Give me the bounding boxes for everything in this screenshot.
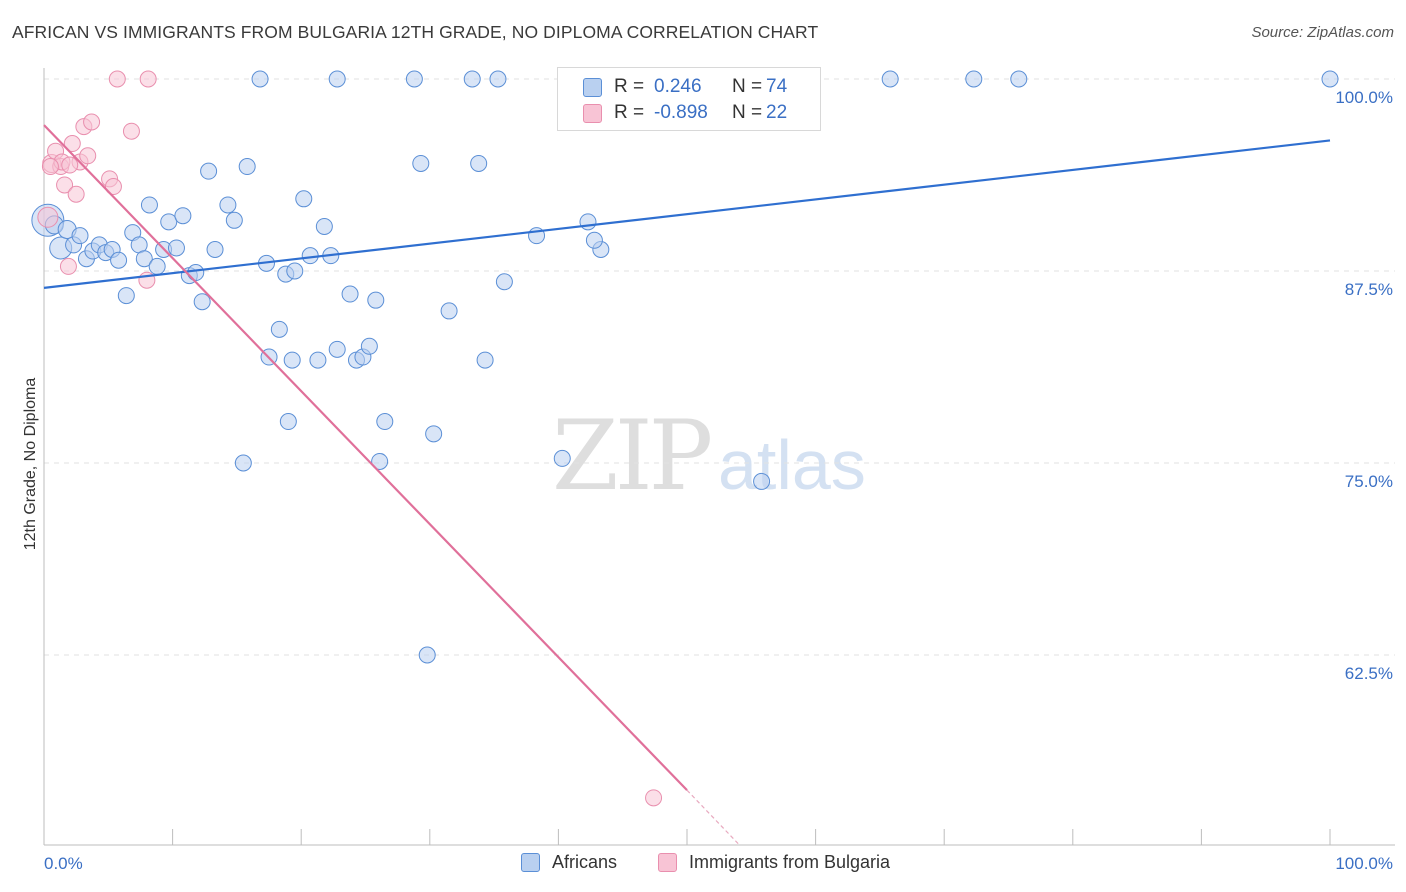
legend-r-value-bulgaria: -0.898 xyxy=(654,102,708,123)
point-africans xyxy=(753,472,771,490)
legend-swatch-africans xyxy=(583,77,602,97)
point-bulgaria xyxy=(104,178,122,196)
point-bulgaria xyxy=(63,135,81,153)
trend-line-bulgaria-extension xyxy=(686,789,739,845)
point-africans xyxy=(225,211,243,229)
point-africans xyxy=(341,285,359,303)
point-africans xyxy=(167,239,185,257)
point-africans xyxy=(206,240,224,258)
watermark-zip: ZIP xyxy=(552,400,713,512)
trend-line-bulgaria xyxy=(43,124,688,791)
point-africans xyxy=(270,320,288,338)
point-africans xyxy=(1010,70,1028,88)
legend-r-value-africans: 0.246 xyxy=(654,76,702,97)
point-bulgaria xyxy=(37,206,59,228)
point-africans xyxy=(476,351,494,369)
point-bulgaria xyxy=(61,156,79,174)
point-africans xyxy=(405,70,423,88)
point-bulgaria xyxy=(108,70,126,88)
y-tick-label: 75.0% xyxy=(1345,472,1393,491)
point-africans xyxy=(360,337,378,355)
point-africans xyxy=(315,217,333,235)
point-africans xyxy=(328,70,346,88)
point-africans xyxy=(148,257,166,275)
legend-row-bulgaria: R = -0.898 N = 22 xyxy=(583,101,787,125)
point-africans xyxy=(174,207,192,225)
series-legend-africans[interactable]: Africans xyxy=(521,852,617,873)
point-bulgaria xyxy=(83,113,101,131)
series-swatch-africans xyxy=(521,853,540,872)
point-africans xyxy=(412,154,430,172)
point-africans xyxy=(470,154,488,172)
point-africans xyxy=(286,262,304,280)
stats-legend: R = 0.246 N = 74 R = -0.898 N = 22 xyxy=(557,67,821,131)
legend-n-value-bulgaria: 22 xyxy=(766,102,788,123)
point-africans xyxy=(418,646,436,664)
point-africans xyxy=(234,454,252,472)
point-africans xyxy=(140,196,158,214)
chart-title: AFRICAN VS IMMIGRANTS FROM BULGARIA 12TH… xyxy=(12,22,819,42)
point-africans xyxy=(200,162,218,180)
point-africans xyxy=(371,452,389,470)
point-africans xyxy=(376,413,394,431)
point-africans xyxy=(279,413,297,431)
point-africans xyxy=(585,231,603,249)
source-label: Source: ZipAtlas.com xyxy=(1251,24,1394,41)
point-africans xyxy=(489,70,507,88)
point-africans xyxy=(495,273,513,291)
point-africans xyxy=(440,302,458,320)
y-tick-label: 62.5% xyxy=(1345,664,1393,683)
point-africans xyxy=(965,70,983,88)
legend-r-label: R = xyxy=(614,102,645,123)
series-label-bulgaria: Immigrants from Bulgaria xyxy=(689,852,891,872)
legend-n-value-africans: 74 xyxy=(766,76,788,97)
point-africans xyxy=(328,340,346,358)
point-africans xyxy=(425,425,443,443)
legend-n-label: N = xyxy=(732,76,763,97)
point-africans xyxy=(579,213,597,231)
point-bulgaria xyxy=(56,176,74,194)
series-label-africans: Africans xyxy=(552,852,618,872)
legend-n-label: N = xyxy=(732,102,763,123)
point-africans xyxy=(295,190,313,208)
point-africans xyxy=(193,293,211,311)
point-bulgaria xyxy=(79,147,97,165)
point-bulgaria xyxy=(139,70,157,88)
point-africans xyxy=(187,264,205,282)
point-africans xyxy=(881,70,899,88)
point-africans xyxy=(367,291,385,309)
point-bulgaria xyxy=(59,257,77,275)
trend-line-africans xyxy=(43,139,1331,289)
point-africans xyxy=(160,213,178,231)
legend-row-africans: R = 0.246 N = 74 xyxy=(583,75,787,99)
x-tick-label: 0.0% xyxy=(44,854,83,873)
legend-r-label: R = xyxy=(614,76,645,97)
point-africans xyxy=(110,251,128,269)
point-africans xyxy=(283,351,301,369)
point-africans xyxy=(1321,70,1339,88)
point-bulgaria xyxy=(645,789,663,807)
x-tick-label: 100.0% xyxy=(1335,854,1393,873)
series-swatch-bulgaria xyxy=(658,853,677,872)
point-africans xyxy=(219,196,237,214)
point-bulgaria xyxy=(122,122,140,140)
legend-swatch-bulgaria xyxy=(583,103,602,123)
point-africans xyxy=(117,287,135,305)
point-africans xyxy=(463,70,481,88)
point-bulgaria xyxy=(67,185,85,203)
y-tick-label: 87.5% xyxy=(1345,280,1393,299)
y-tick-label: 100.0% xyxy=(1335,88,1393,107)
point-africans xyxy=(135,250,153,268)
point-bulgaria xyxy=(41,158,59,176)
point-africans xyxy=(251,70,269,88)
point-africans xyxy=(553,449,571,467)
point-africans xyxy=(309,351,327,369)
point-africans xyxy=(238,158,256,176)
series-legend: Africans Immigrants from Bulgaria xyxy=(0,852,1406,876)
point-africans xyxy=(71,227,89,245)
watermark-atlas: atlas xyxy=(718,426,866,504)
series-legend-bulgaria[interactable]: Immigrants from Bulgaria xyxy=(658,852,890,873)
